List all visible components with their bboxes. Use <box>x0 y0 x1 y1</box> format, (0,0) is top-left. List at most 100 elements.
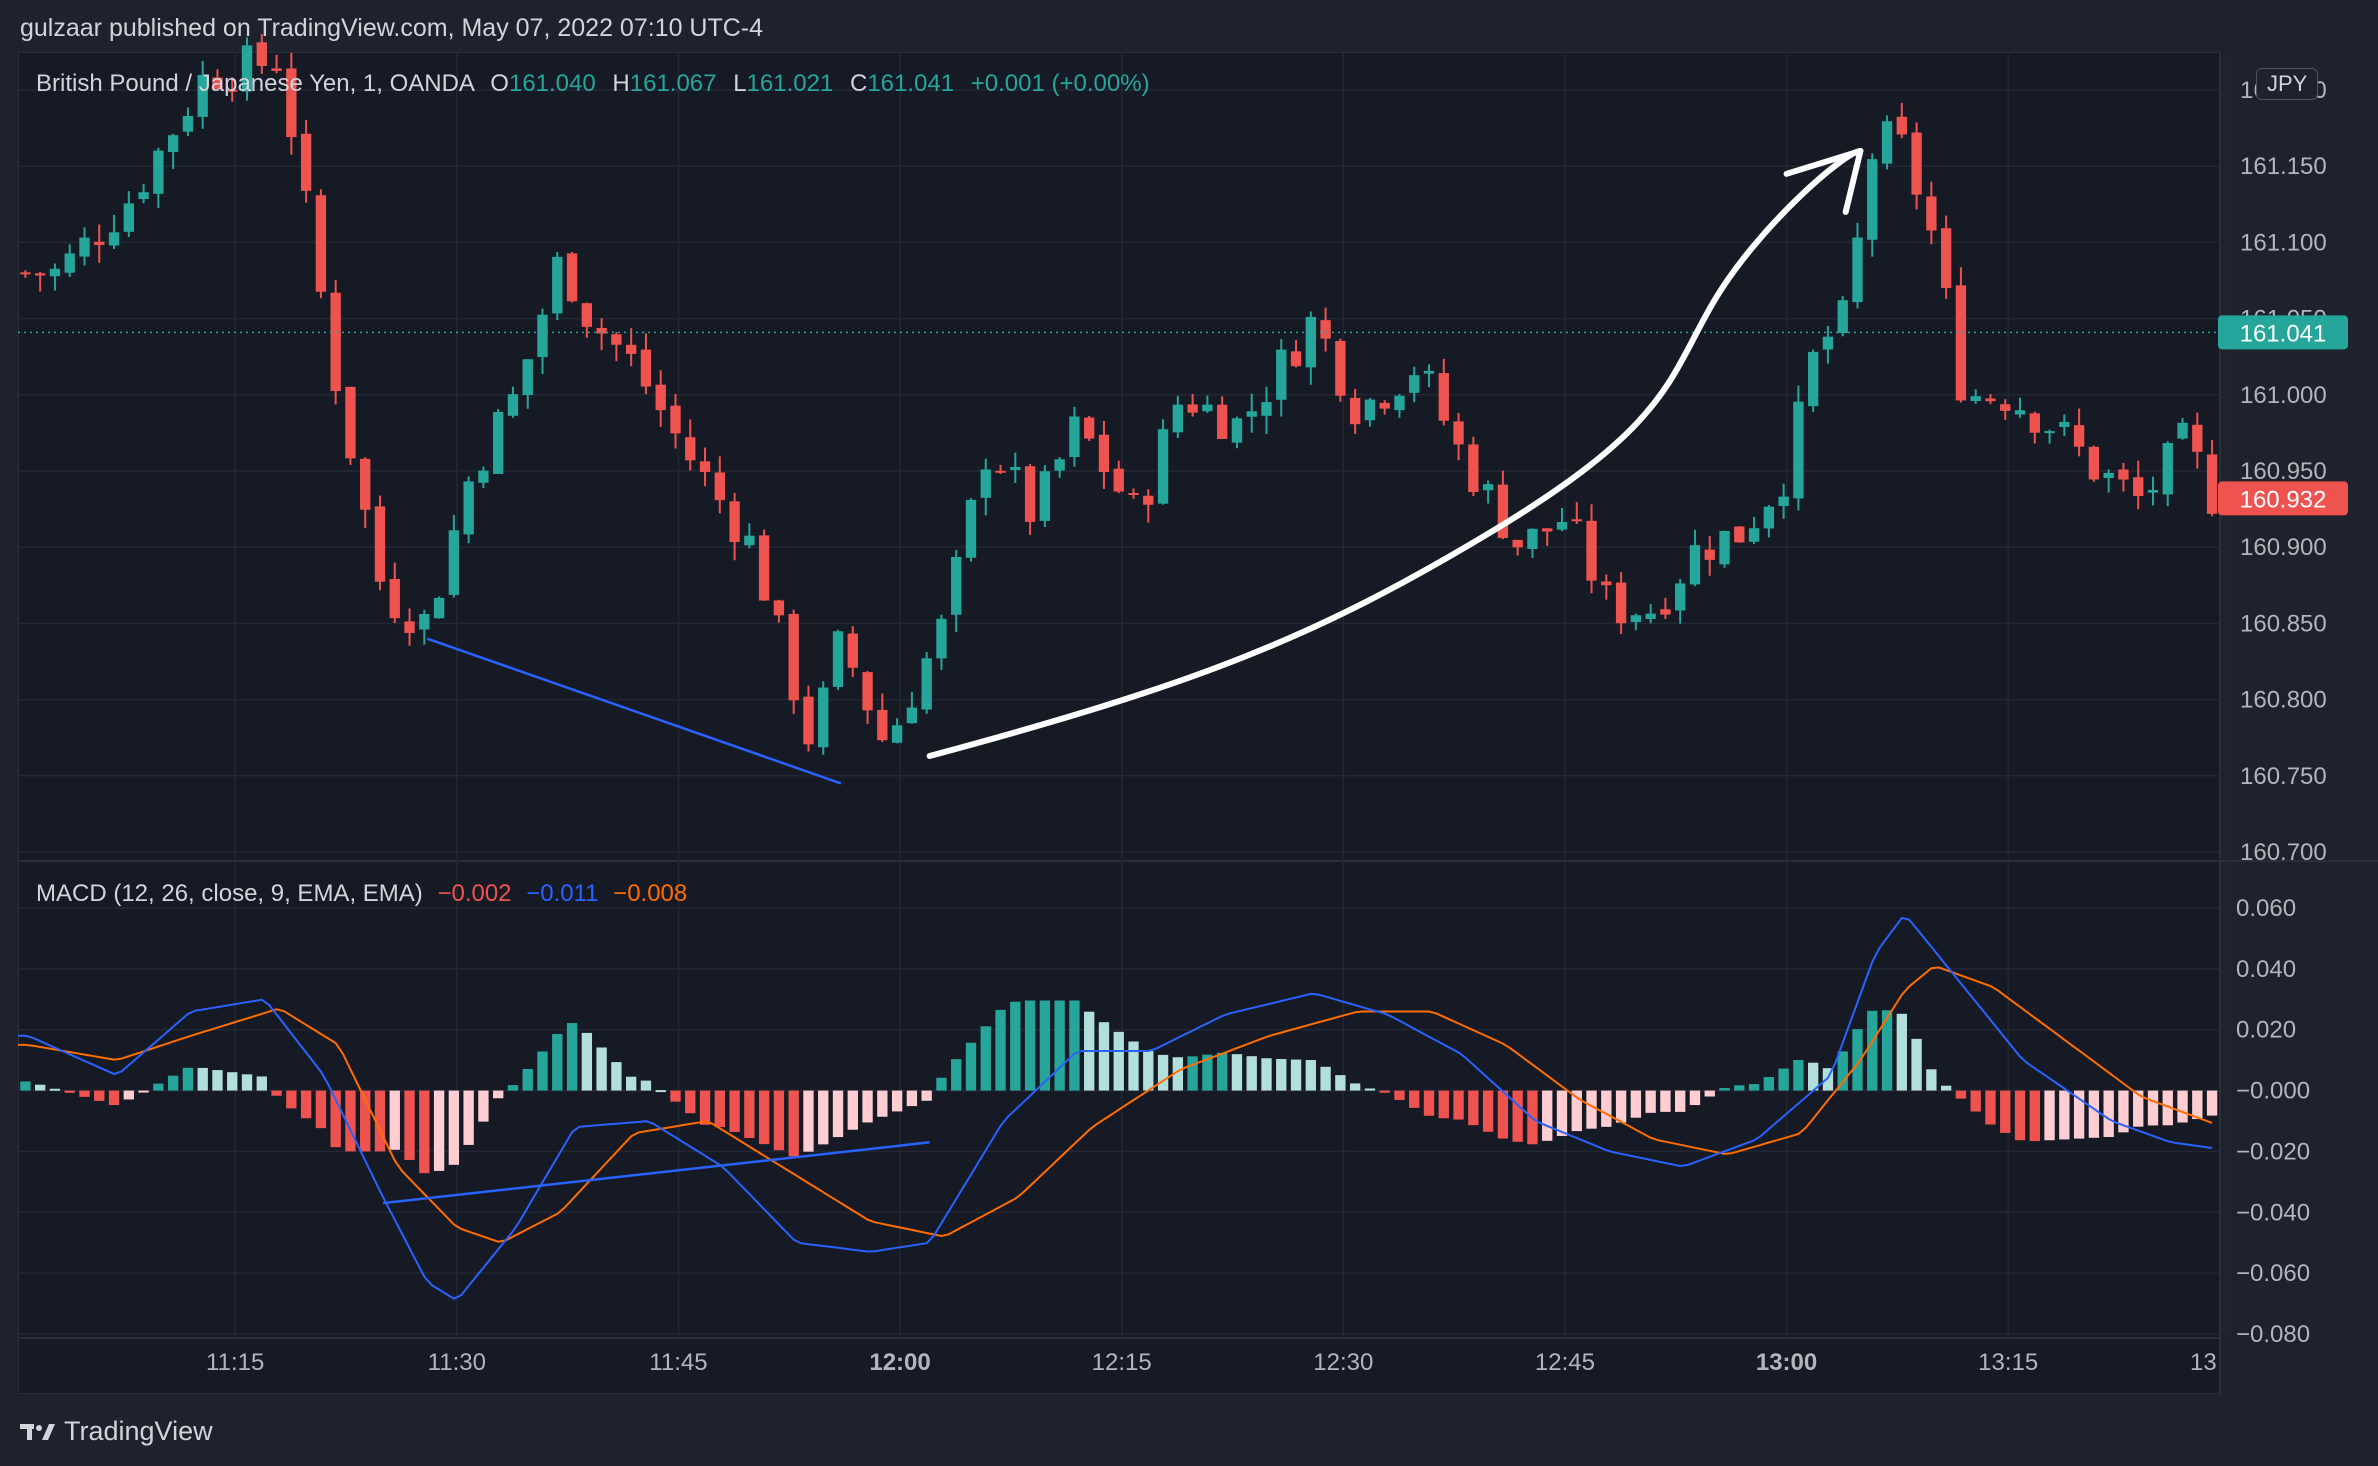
macd-histogram-bar <box>2029 1090 2040 1142</box>
candle-body <box>1202 404 1213 412</box>
candle-body <box>1010 467 1021 470</box>
candle-body <box>788 613 799 701</box>
tradingview-brand: TradingView <box>64 1416 213 1446</box>
candle-body <box>1527 528 1538 549</box>
candle-body <box>1216 404 1228 439</box>
macd-histogram-bar <box>2073 1090 2085 1139</box>
macd-histogram-bar <box>345 1090 356 1152</box>
time-tick-label: 11:30 <box>428 1349 486 1376</box>
macd-histogram-bar <box>788 1090 799 1157</box>
macd-histogram-bar <box>1734 1085 1745 1091</box>
candle-body <box>1113 468 1124 492</box>
candle-body <box>729 501 740 543</box>
candle-body <box>1172 404 1184 433</box>
candle-body <box>2177 422 2188 439</box>
price-tick-label: 161.150 <box>2240 153 2327 180</box>
candle-body <box>611 334 622 345</box>
candle-body <box>847 633 858 668</box>
macd-lines <box>18 916 2213 1300</box>
price-tick-label: 160.850 <box>2240 610 2327 637</box>
candle-body <box>1748 528 1760 542</box>
macd-histogram-bar <box>1542 1090 1553 1141</box>
macd-histogram-bar <box>877 1090 888 1117</box>
candle-body <box>980 469 991 498</box>
macd-histogram-bar <box>2192 1090 2203 1120</box>
price-trendline[interactable] <box>426 637 842 785</box>
candle-body <box>1970 396 1981 401</box>
annotation-arrow-curve[interactable] <box>926 147 1864 759</box>
annotation-arrow-head[interactable] <box>1783 147 1864 215</box>
macd-histogram-bar <box>537 1051 548 1091</box>
candle-body <box>1290 351 1302 367</box>
last-price-badge[interactable] <box>2218 315 2348 350</box>
macd-histogram-bar <box>433 1090 445 1171</box>
candle-body <box>1497 484 1509 538</box>
currency-badge[interactable]: JPY <box>2256 68 2319 100</box>
candle-body <box>1881 121 1893 164</box>
macd-histogram-bar <box>995 1009 1006 1091</box>
tradingview-logo[interactable]: TradingView <box>20 1416 213 1447</box>
candle-body <box>227 89 238 92</box>
macd-tick-label: −0.000 <box>2236 1078 2310 1105</box>
candle-body <box>1054 459 1065 471</box>
candle-body <box>1157 429 1169 504</box>
price-candles <box>20 34 2218 755</box>
macd-histogram-bar <box>212 1070 223 1091</box>
candle-body <box>758 535 770 601</box>
macd-legend: MACD (12, 26, close, 9, EMA, EMA) −0.002… <box>36 880 687 908</box>
candle-body <box>1409 375 1420 393</box>
low-value: 161.021 <box>746 70 834 97</box>
macd-histogram-bar <box>1394 1090 1405 1100</box>
candle-body <box>1556 522 1568 530</box>
macd-histogram-bar <box>1054 1000 1065 1091</box>
candle-body <box>552 256 563 314</box>
macd-histogram-bar <box>1822 1068 1834 1091</box>
price-legend: British Pound / Japanese Yen, 1, OANDA O… <box>36 70 1150 98</box>
candle-body <box>1349 397 1361 425</box>
macd-histogram-bar <box>862 1090 873 1123</box>
current-price-badge[interactable] <box>2218 481 2348 516</box>
candle-body <box>640 349 652 387</box>
candle-body <box>1542 528 1553 532</box>
candle-body <box>1024 466 1036 522</box>
candle-body <box>537 314 548 358</box>
macd-histogram-bar <box>286 1090 297 1109</box>
macd-histogram-bar <box>625 1076 637 1091</box>
macd-tick-label: −0.080 <box>2236 1321 2310 1348</box>
macd-histogram-bar <box>138 1090 149 1093</box>
macd-histogram-bar <box>1660 1090 1671 1112</box>
candle-body <box>138 192 149 199</box>
macd-histogram-bar <box>167 1075 179 1091</box>
candle-body <box>1852 237 1863 303</box>
symbol-label[interactable]: British Pound / Japanese Yen, 1, OANDA <box>36 70 474 97</box>
macd-histogram-bar <box>1807 1062 1819 1091</box>
candle-body <box>921 658 932 710</box>
macd-histogram-bar <box>1837 1051 1848 1091</box>
macd-histogram-bar <box>1438 1090 1449 1119</box>
macd-histogram-bar <box>241 1074 253 1091</box>
candle-body <box>951 556 962 615</box>
macd-histogram-bar <box>374 1090 386 1152</box>
macd-title[interactable]: MACD (12, 26, close, 9, EMA, EMA) <box>36 880 423 907</box>
candle-body <box>300 133 312 191</box>
macd-histogram-bar <box>1630 1090 1642 1118</box>
macd-histogram-bar <box>936 1077 947 1091</box>
candle-body <box>256 42 267 66</box>
candle-body <box>182 115 194 132</box>
macd-histogram-bar <box>566 1023 578 1091</box>
macd-histogram-bar <box>1482 1090 1494 1132</box>
macd-histogram-bar <box>1409 1090 1420 1108</box>
grid-lines <box>18 52 2378 1394</box>
macd-trendline[interactable] <box>382 1141 930 1205</box>
macd-histogram-bar <box>1911 1038 1922 1091</box>
macd-histogram-bar <box>2206 1090 2218 1116</box>
macd-histogram-bar <box>1970 1090 1981 1112</box>
macd-histogram-bar <box>463 1090 474 1145</box>
candle-body <box>433 597 445 619</box>
candle-body <box>685 437 696 461</box>
macd-histogram-bar <box>1468 1090 1479 1126</box>
candle-body <box>1187 404 1198 413</box>
macd-histogram-bar <box>271 1090 282 1096</box>
close-value: 161.041 <box>867 70 955 97</box>
